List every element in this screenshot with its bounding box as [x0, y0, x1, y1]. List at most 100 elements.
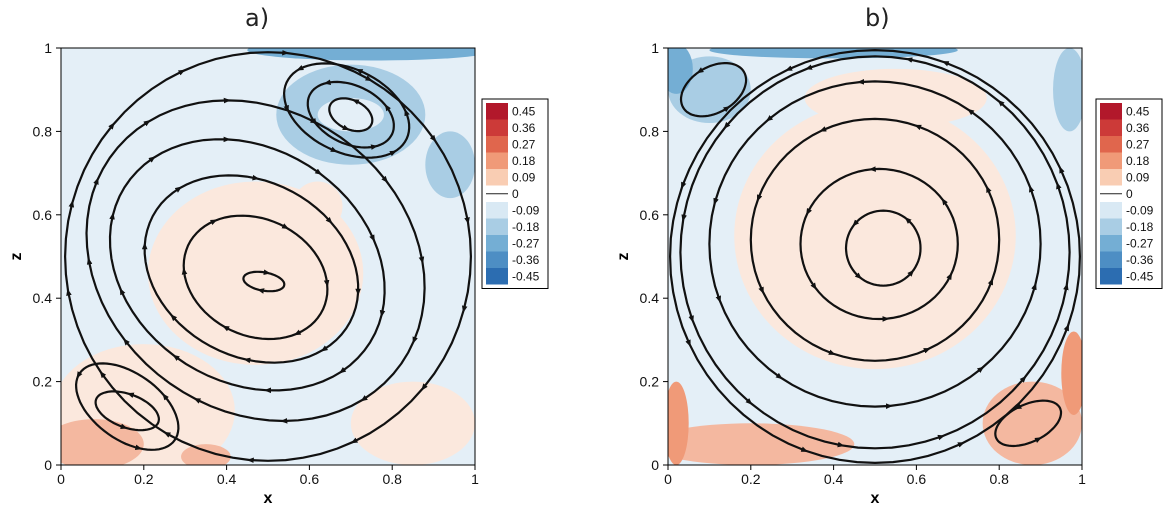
x-tick-label: 0.2	[741, 471, 761, 487]
y-tick-label: 0.2	[33, 374, 53, 390]
contour-region-8	[247, 48, 475, 61]
contour-region-10	[317, 98, 384, 132]
legend-label: 0.09	[512, 171, 536, 185]
y-tick-label: 0	[44, 457, 52, 473]
legend-swatch	[486, 103, 508, 120]
x-tick-label: 1	[471, 471, 479, 487]
contour-region-2	[804, 68, 987, 128]
legend-swatch	[1100, 268, 1122, 285]
streamline-primary-1	[182, 214, 329, 341]
contour-region-4	[61, 419, 144, 465]
legend-swatch	[486, 119, 508, 136]
legend-swatch	[486, 235, 508, 252]
chart-a: 0 0.2 0.4 0.6 0.8 1 0 0.2 0.4 0.6 0.8 1 x z 0.45 0.36 0.…	[8, 40, 549, 507]
contour-region-3	[350, 381, 475, 465]
y-tick-label: 1	[651, 40, 659, 56]
legend-label: 0	[512, 187, 519, 201]
legend-label: -0.18	[1126, 220, 1154, 234]
legend-swatch	[486, 169, 508, 186]
streamline-core	[242, 270, 286, 293]
y-tick-label: 0.6	[33, 207, 53, 223]
x-tick-label: 0.6	[907, 471, 927, 487]
legend-swatch	[486, 251, 508, 268]
y-tick-label: 0.6	[640, 207, 660, 223]
streamline-primary-4	[85, 99, 426, 423]
legend-label: -0.36	[1126, 253, 1154, 267]
legend-label: -0.27	[512, 237, 540, 251]
legend-swatch	[1100, 202, 1122, 219]
legend-swatch	[1100, 169, 1122, 186]
streamline-br-1	[994, 399, 1063, 448]
streamline-wall	[668, 48, 1082, 465]
chart-b: 0 0.2 0.4 0.6 0.8 1 0 0.2 0.4 0.6 0.8 1 x z 0.45 0.36 0.…	[615, 40, 1163, 507]
x-tick-label: 0	[57, 471, 65, 487]
legend-swatch	[486, 202, 508, 219]
legend-label: -0.45	[1126, 270, 1154, 284]
streamline-primary-1	[799, 167, 959, 321]
legend-swatch	[1100, 136, 1122, 153]
plot-frame	[667, 47, 1083, 466]
streamline-tl-1	[679, 62, 748, 118]
x-tick-label: 0.2	[134, 471, 154, 487]
y-tick-label: 0.8	[33, 123, 53, 139]
legend-label: 0.18	[512, 154, 536, 168]
y-tick-label: 0.8	[640, 123, 660, 139]
contour-region-6	[292, 181, 343, 232]
streamline-primary-3	[108, 138, 386, 392]
contour-region-6	[1061, 331, 1082, 415]
contour-region-5	[982, 381, 1082, 465]
streamline-primary-2	[749, 117, 1001, 362]
legend-label: -0.18	[512, 220, 540, 234]
streamline-primary-2	[143, 174, 360, 364]
y-tick-label: 0	[651, 457, 659, 473]
x-tick-label: 0	[664, 471, 672, 487]
legend-label: 0.45	[512, 105, 536, 119]
y-tick-label: 0.2	[640, 374, 660, 390]
legend-swatch	[1100, 218, 1122, 235]
legend-swatch	[486, 136, 508, 153]
x-tick-label: 0.4	[217, 471, 237, 487]
panel-b-title: b)	[865, 4, 890, 32]
x-tick-label: 0.6	[300, 471, 320, 487]
y-tick-label: 0.4	[33, 290, 53, 306]
legend-label: -0.09	[1126, 204, 1154, 218]
legend-label: -0.09	[512, 204, 540, 218]
streamline-tr-3	[282, 62, 411, 159]
x-axis-label: x	[871, 490, 880, 507]
streamline-primary-4	[679, 55, 1071, 450]
legend-label: 0	[1126, 187, 1133, 201]
streamline-tr-2	[306, 80, 395, 149]
legend-label: -0.27	[1126, 237, 1154, 251]
streamline-tr-1	[328, 97, 374, 133]
y-tick-label: 0.4	[640, 290, 660, 306]
x-tick-label: 0.4	[824, 471, 844, 487]
legend-swatch	[1100, 152, 1122, 169]
contour-region-1	[734, 102, 1016, 370]
legend-label: 0.09	[1126, 171, 1150, 185]
legend-label: -0.36	[512, 253, 540, 267]
x-tick-label: 1	[1078, 471, 1086, 487]
legend-label: -0.45	[512, 270, 540, 284]
legend-label: 0.18	[1126, 154, 1150, 168]
legend-label: 0.45	[1126, 105, 1150, 119]
legend-swatch	[486, 152, 508, 169]
legend-label: 0.27	[1126, 138, 1150, 152]
y-axis-label: z	[8, 253, 25, 261]
x-tick-label: 0.8	[382, 471, 402, 487]
legend-swatch	[1100, 103, 1122, 120]
contour-region-3	[668, 423, 855, 465]
contour-region-9	[1053, 48, 1082, 132]
contour-region-5	[181, 444, 231, 465]
streamline-core	[844, 209, 922, 287]
legend-swatch	[1100, 235, 1122, 252]
contour-region-4	[668, 381, 689, 465]
legend-swatch	[486, 268, 508, 285]
legend-swatch	[1100, 119, 1122, 136]
x-tick-label: 0.8	[989, 471, 1009, 487]
plot-frame	[60, 47, 476, 466]
streamline-bl-1	[94, 390, 161, 432]
legend-swatch	[486, 218, 508, 235]
contour-region-8	[668, 48, 693, 94]
legend-label: 0.27	[512, 138, 536, 152]
y-axis-label: z	[615, 253, 632, 261]
